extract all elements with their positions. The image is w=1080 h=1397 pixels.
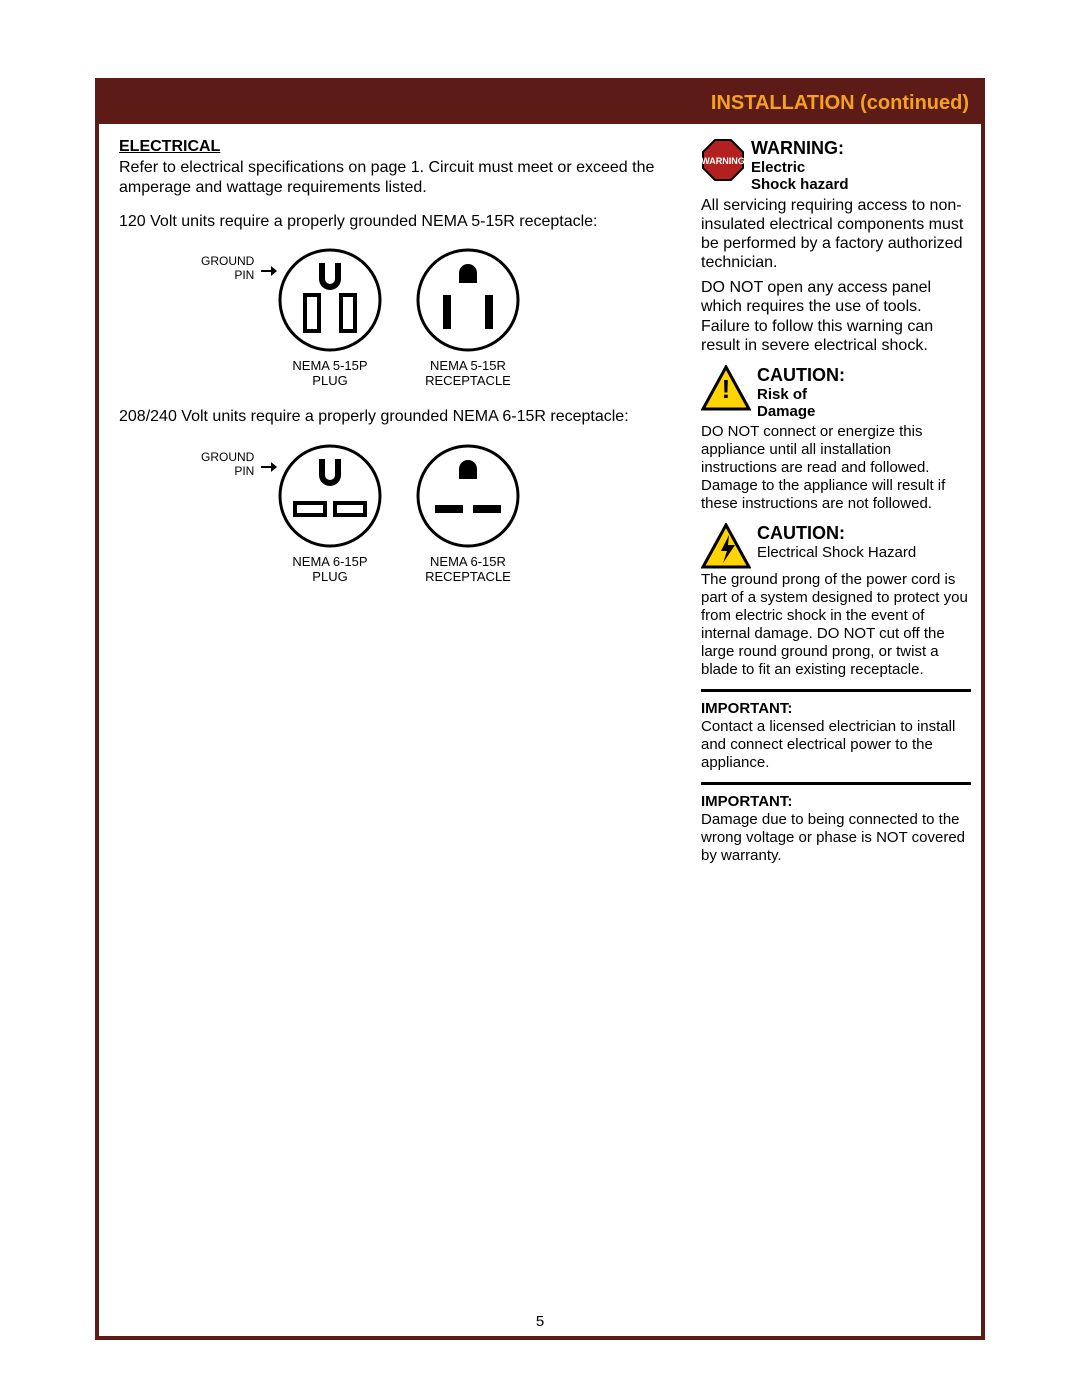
diagram-nema-6-15: GROUND PIN NEMA 6-15P PLUG xyxy=(119,441,679,585)
recept-515r-label: NEMA 5-15R RECEPTACLE xyxy=(425,359,511,389)
caution-risk-damage: ! CAUTION: Risk of Damage DO NOT connect… xyxy=(701,365,971,513)
plug-615p-icon xyxy=(275,441,385,551)
header-bar: INSTALLATION (continued) xyxy=(99,82,981,124)
page-frame: INSTALLATION (continued) ELECTRICAL Refe… xyxy=(95,78,985,1340)
important1-body: Contact a licensed electrician to instal… xyxy=(701,718,971,772)
plug-515p-icon xyxy=(275,245,385,355)
warning-octagon-icon: WARNING xyxy=(701,138,745,182)
svg-text:WARNING: WARNING xyxy=(701,156,745,166)
plug-515p: NEMA 5-15P PLUG xyxy=(275,245,385,389)
important1-heading: IMPORTANT: xyxy=(701,700,792,717)
ground-pin-label: GROUND PIN xyxy=(201,255,254,283)
caution2-body: The ground prong of the power cord is pa… xyxy=(701,571,971,679)
recept-615r-icon xyxy=(413,441,523,551)
ground-pin-label-2: GROUND PIN xyxy=(201,451,254,479)
page-number: 5 xyxy=(536,1313,544,1330)
warning-subtitle: Electric Shock hazard xyxy=(751,159,849,194)
divider-2 xyxy=(701,782,971,785)
important-2: IMPORTANT: Damage due to being connected… xyxy=(701,793,971,865)
recept-615r: NEMA 6-15R RECEPTACLE xyxy=(413,441,523,585)
plug-615p: NEMA 6-15P PLUG xyxy=(275,441,385,585)
important2-heading: IMPORTANT: xyxy=(701,793,792,810)
recept-615r-label: NEMA 6-15R RECEPTACLE xyxy=(425,555,511,585)
important-1: IMPORTANT: Contact a licensed electricia… xyxy=(701,700,971,772)
content-area: ELECTRICAL Refer to electrical specifica… xyxy=(99,124,981,885)
nema615-intro: 208/240 Volt units require a properly gr… xyxy=(119,407,679,427)
diagram-nema-5-15: GROUND PIN xyxy=(119,245,679,389)
svg-text:!: ! xyxy=(722,374,731,404)
caution2-subtitle: Electrical Shock Hazard xyxy=(757,544,916,561)
nema515-intro: 120 Volt units require a properly ground… xyxy=(119,212,679,232)
right-column: WARNING WARNING: Electric Shock hazard A… xyxy=(701,138,971,875)
divider-1 xyxy=(701,689,971,692)
warning-electric-shock: WARNING WARNING: Electric Shock hazard A… xyxy=(701,138,971,355)
caution-triangle-icon: ! xyxy=(701,365,751,411)
caution-bolt-triangle-icon xyxy=(701,523,751,569)
important2-body: Damage due to being connected to the wro… xyxy=(701,811,971,865)
plug-515p-label: NEMA 5-15P PLUG xyxy=(292,359,367,389)
electrical-intro: Refer to electrical specifications on pa… xyxy=(119,158,679,198)
plug-615p-label: NEMA 6-15P PLUG xyxy=(292,555,367,585)
left-column: ELECTRICAL Refer to electrical specifica… xyxy=(119,138,679,875)
caution1-subtitle: Risk of Damage xyxy=(757,386,845,421)
electrical-heading: ELECTRICAL xyxy=(119,138,679,156)
ground-arrow-icon xyxy=(261,263,277,297)
caution1-body: DO NOT connect or energize this applianc… xyxy=(701,423,971,513)
ground-arrow-icon-2 xyxy=(261,459,277,493)
caution1-title: CAUTION: xyxy=(757,365,845,386)
warning-title: WARNING: xyxy=(751,138,849,159)
warning-body-1: All servicing requiring access to non-in… xyxy=(701,196,971,273)
recept-515r: NEMA 5-15R RECEPTACLE xyxy=(413,245,523,389)
warning-body-2: DO NOT open any access panel which requi… xyxy=(701,278,971,355)
caution-electrical-shock: CAUTION: Electrical Shock Hazard The gro… xyxy=(701,523,971,679)
caution2-title: CAUTION: xyxy=(757,523,916,544)
recept-515r-icon xyxy=(413,245,523,355)
page-title: INSTALLATION (continued) xyxy=(711,92,969,115)
